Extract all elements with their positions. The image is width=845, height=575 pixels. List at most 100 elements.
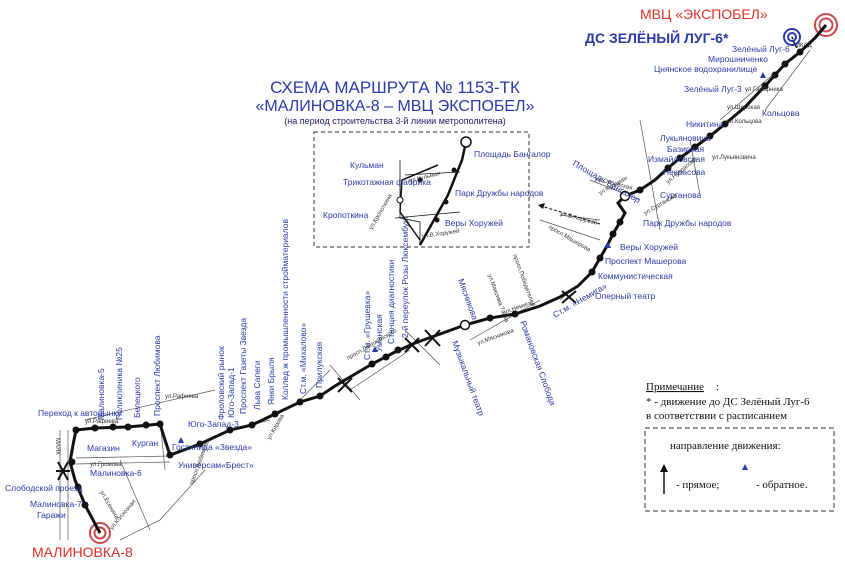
stop-label: Ст.м. «Михалово» [298,323,308,394]
stop-dot [91,424,99,432]
stop-dots [68,48,804,509]
stop-dot [248,421,256,429]
stop-dot [796,48,804,56]
street-label: ул.Лукьяновича [712,155,756,161]
stop-dot [596,254,604,262]
stop-label: Льва Сапеги [252,360,262,410]
stop-label: Веры Хоружей [620,242,678,252]
stop-dot [771,71,779,79]
stop-label: Прилукская [314,342,324,388]
stop-label: Романовская Слобода [518,319,558,407]
stop-label: Малиновка-7 [30,499,82,509]
stop-dot [676,154,684,162]
stop-label: Ст.м. «Грушевка» [362,291,372,360]
stop-dot [142,421,150,429]
stop-label: Малиновка-5 [96,368,106,420]
stop-label: Поликлиника №25 [114,347,124,420]
stop-dot [271,410,279,418]
stop-dot [72,426,80,434]
legend-reverse-arrow [742,464,748,470]
stop-dot [109,423,117,431]
stop-label: Проспект Машерова [605,256,687,266]
stop-label: Гостиница «Звезда» [172,442,252,452]
map-title-line2: «МАЛИНОВКА-8 – МВЦ ЭКСПОБЕЛ» [256,98,535,115]
stop-label: Юго-Запад-3 [188,419,239,429]
stop-label: Музыкальный театр [450,339,487,417]
inset-street-label: ул.Кропоткина [369,193,395,231]
stop-label: Цнянское водохранилище [654,64,757,74]
inset-stop-label: Кульман [350,160,384,170]
stop-label: Магазин [87,443,120,453]
stop-dot [81,501,89,509]
stop-dot [588,268,596,276]
inset-street-label: ул.В.Хоружей [421,228,460,240]
inset-stop-label: Кропоткина [323,210,369,220]
stop-label: Измайловская [648,154,705,164]
map-title-line1: СХЕМА МАРШРУТА № 1153-ТК [270,78,520,97]
stop-dot [761,82,769,90]
stop-dot [226,426,234,434]
stop-label: Фроловский рынок [216,346,226,420]
stop-label: Мирошниченко [708,54,768,64]
stop-label: Уманская [374,314,384,352]
stop-label: Белецкого [132,377,142,418]
stop-label: Переход к авторынку [38,408,122,418]
stop-dot [781,60,789,68]
stop-dot [316,392,324,400]
inset-box [313,131,530,248]
stop-label: Парк Дружбы народов [643,218,732,228]
stop-dot [296,398,304,406]
stop-label: Мясникова [456,277,480,321]
inset-stop-label: Парк Дружбы народов [455,188,544,198]
stop-label: Оперный театр [595,291,656,301]
stop-label: Гаражи [37,510,66,520]
stop-label: Коллед ж промышленности стройматериалов [280,219,290,400]
note-line2: в соответствии с расписанием [646,410,787,422]
stop-label: Сурганова [660,190,702,200]
stop-label: Зелёный Луг-6 [732,44,790,54]
stop-label: Янки Брыля [266,357,276,405]
depot-marker [783,28,801,46]
stop-label: Кольцова [762,108,800,118]
terminal-end-marker [814,13,838,37]
stop-dot [664,164,672,172]
stop-label: Универсам«Брест» [178,460,254,470]
stop-dot [394,346,402,354]
stop-hollow-markers [459,190,631,331]
street-label: ул.Громова [90,462,122,468]
note-heading: Примечание [646,381,704,393]
terminal-depot-label: ДС ЗЕЛЁНЫЙ ЛУГ-6* [585,29,729,46]
stop-dot [156,420,164,428]
terminal-start-label: МАЛИНОВКА-8 [32,544,133,560]
terminal-end-label: МВЦ «ЭКСПОБЕЛ» [640,6,768,22]
stop-dot [368,360,376,368]
stop-label: Курган [132,438,158,448]
stop-dot [511,310,519,318]
reverse-direction-markers [178,72,766,443]
street-label: просп.Машерова [547,225,592,254]
street-label: ул.Рафиева [85,419,119,425]
legend-reverse-label: - обратное. [756,479,808,491]
inset-pointer [537,204,601,225]
street-label: МАЯК [54,438,60,455]
street-label: ул.Широкая [727,105,760,111]
stop-dot [636,186,644,194]
stop-dot [166,451,174,459]
inset-stop-label: Веры Хоружей [445,218,503,228]
stop-dot [74,483,82,491]
stop-label: Проспект Любимова [152,335,162,416]
street-label: ул.Есенина [98,490,119,521]
map-title-line3: (на период строительства 3-й линии метро… [284,116,505,126]
street-label: ул.В.Хоружей [559,210,598,227]
stop-label: Лукьяновича [660,133,711,143]
street-label: ул.Мясникова [477,328,516,347]
stop-dot [382,353,390,361]
stop-label: Базисная [667,144,705,154]
street-label: ул.Кольцова [727,119,762,125]
legend-forward-label: - прямое; [676,479,719,491]
note-line1: * - движение до ДС Зелёный Луг-6 [646,396,810,408]
stop-dot [706,132,714,140]
stop-dot [691,143,699,151]
terminal-start-marker [89,522,111,544]
stop-dot [68,458,76,466]
